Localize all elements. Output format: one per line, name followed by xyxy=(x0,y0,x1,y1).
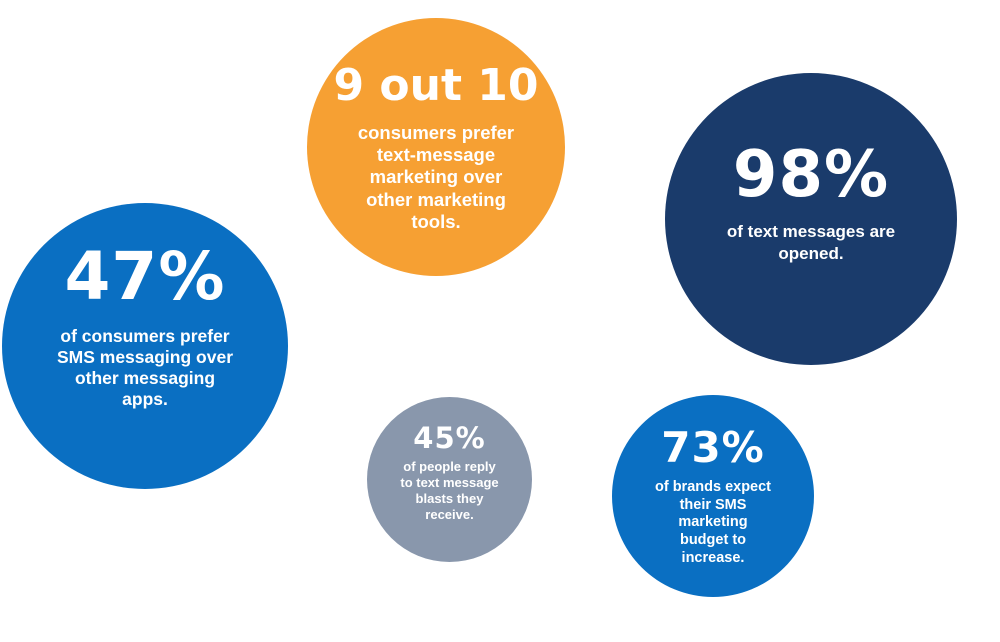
stat-circle-budget-increase: 73% of brands expect their SMS marketing… xyxy=(612,395,814,597)
stat-circle-consumers-prefer-text: 9 out 10 consumers prefer text-message m… xyxy=(307,18,565,276)
stat-description: of brands expect their SMS marketing bud… xyxy=(654,479,772,566)
stat-description: of consumers prefer SMS messaging over o… xyxy=(56,326,234,409)
stat-value: 73% xyxy=(661,423,765,472)
stat-value: 47% xyxy=(64,238,226,315)
stat-description: of people reply to text message blasts t… xyxy=(400,459,499,522)
stat-circle-messages-opened: 98% of text messages are opened. xyxy=(665,73,957,365)
stat-value: 9 out 10 xyxy=(333,60,539,111)
stat-circle-prefer-sms: 47% of consumers prefer SMS messaging ov… xyxy=(2,203,288,489)
stat-description: consumers prefer text-message marketing … xyxy=(357,122,515,232)
stat-description: of text messages are opened. xyxy=(726,221,896,263)
stat-circle-reply-rate: 45% of people reply to text message blas… xyxy=(367,397,532,562)
stat-value: 98% xyxy=(732,137,890,212)
stat-value: 45% xyxy=(413,421,486,455)
